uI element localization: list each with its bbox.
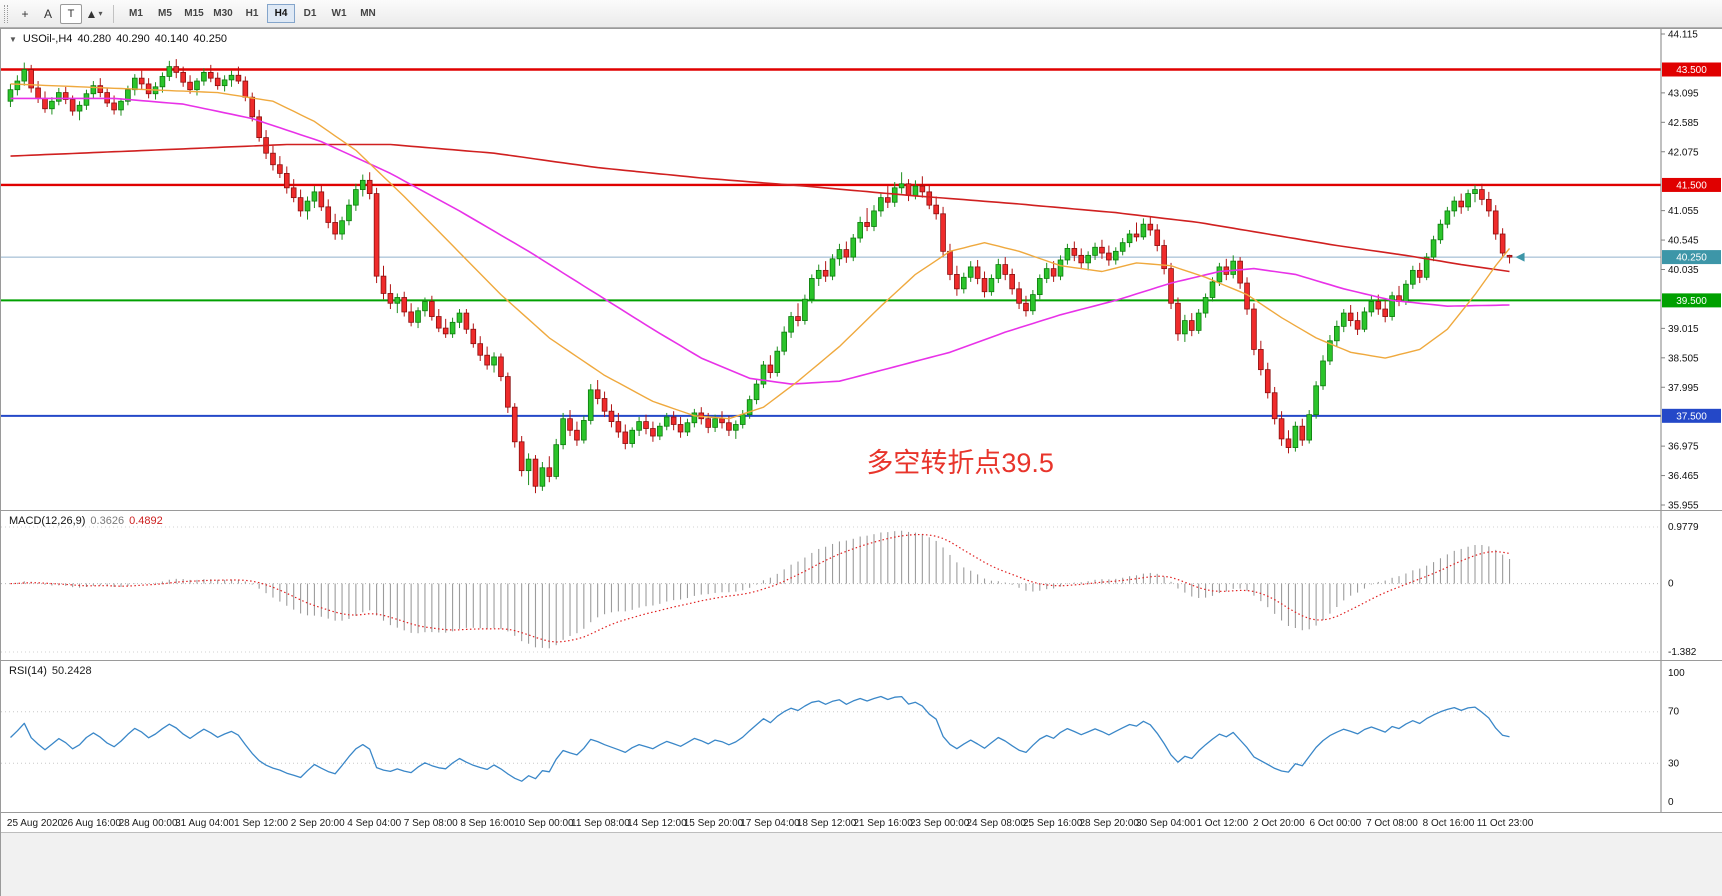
svg-text:7 Sep 08:00: 7 Sep 08:00 bbox=[404, 818, 458, 829]
crosshair-tool-button[interactable]: + bbox=[14, 4, 36, 24]
rsi-line bbox=[10, 695, 1510, 782]
svg-text:2 Sep 20:00: 2 Sep 20:00 bbox=[291, 818, 345, 829]
timeframe-button-d1[interactable]: D1 bbox=[296, 4, 324, 23]
macd-signal-line bbox=[10, 533, 1510, 643]
svg-text:31 Aug 04:00: 31 Aug 04:00 bbox=[175, 818, 234, 829]
svg-text:0.9779: 0.9779 bbox=[1668, 522, 1699, 533]
svg-text:38.505: 38.505 bbox=[1668, 353, 1699, 364]
svg-text:-1.382: -1.382 bbox=[1668, 647, 1697, 658]
svg-text:11 Sep 08:00: 11 Sep 08:00 bbox=[571, 818, 630, 829]
drawing-tools-group: + A T ▲ ▾ bbox=[14, 3, 105, 24]
svg-text:17 Sep 04:00: 17 Sep 04:00 bbox=[740, 818, 800, 829]
svg-text:28 Aug 00:00: 28 Aug 00:00 bbox=[119, 818, 178, 829]
svg-text:30: 30 bbox=[1668, 758, 1680, 769]
svg-text:70: 70 bbox=[1668, 707, 1680, 718]
svg-text:41.055: 41.055 bbox=[1668, 206, 1699, 217]
svg-text:7 Oct 08:00: 7 Oct 08:00 bbox=[1366, 818, 1418, 829]
timeframe-button-w1[interactable]: W1 bbox=[325, 4, 353, 23]
candles-layer bbox=[7, 59, 1513, 494]
price-panel: 44.115 43.095 42.585 42.075 41.055 40.545 40.0… bbox=[1, 28, 1722, 510]
svg-text:18 Sep 12:00: 18 Sep 12:00 bbox=[797, 818, 857, 829]
rsi-panel: 100 70 30 0 RSI(14) 50.2428 bbox=[1, 660, 1722, 812]
toolbar-separator bbox=[113, 4, 114, 23]
rsi-canvas[interactable]: 100 70 30 0 bbox=[1, 661, 1722, 812]
svg-text:42.585: 42.585 bbox=[1668, 118, 1699, 129]
svg-text:14 Sep 12:00: 14 Sep 12:00 bbox=[627, 818, 687, 829]
svg-text:39.015: 39.015 bbox=[1668, 324, 1699, 335]
svg-text:36.465: 36.465 bbox=[1668, 471, 1699, 482]
svg-text:37.500: 37.500 bbox=[1676, 411, 1707, 422]
svg-text:40.035: 40.035 bbox=[1668, 265, 1699, 276]
horizontal-level-lines[interactable] bbox=[1, 68, 1661, 417]
timeframe-button-h4[interactable]: H4 bbox=[267, 4, 295, 23]
svg-text:8 Oct 16:00: 8 Oct 16:00 bbox=[1423, 818, 1475, 829]
timeframe-button-h1[interactable]: H1 bbox=[238, 4, 266, 23]
svg-text:40.250: 40.250 bbox=[1676, 253, 1707, 264]
macd-panel: 0.9779 0 -1.382 MACD(12,26,9) 0.3626 0.489… bbox=[1, 510, 1722, 660]
toolbar-grip-icon bbox=[4, 4, 8, 23]
svg-text:2 Oct 20:00: 2 Oct 20:00 bbox=[1253, 818, 1305, 829]
svg-text:23 Sep 00:00: 23 Sep 00:00 bbox=[910, 818, 970, 829]
text-label-tool-button[interactable]: T bbox=[60, 3, 82, 24]
timeframe-button-m5[interactable]: M5 bbox=[151, 4, 179, 23]
ma-slow-red-line bbox=[10, 143, 1510, 273]
svg-text:24 Sep 08:00: 24 Sep 08:00 bbox=[966, 818, 1026, 829]
timeframe-button-m15[interactable]: M15 bbox=[180, 4, 208, 23]
svg-text:100: 100 bbox=[1668, 668, 1685, 679]
chart-annotation: 多空转折点39.5 bbox=[866, 448, 1054, 478]
svg-text:25 Aug 2020: 25 Aug 2020 bbox=[7, 818, 64, 829]
svg-text:35.955: 35.955 bbox=[1668, 501, 1699, 511]
timeframe-button-m1[interactable]: M1 bbox=[122, 4, 150, 23]
svg-text:43.500: 43.500 bbox=[1676, 65, 1707, 76]
bottom-spacer bbox=[1, 832, 1722, 896]
ma-mid-magenta-line bbox=[10, 97, 1510, 385]
svg-text:21 Sep 16:00: 21 Sep 16:00 bbox=[853, 818, 913, 829]
svg-text:15 Sep 20:00: 15 Sep 20:00 bbox=[684, 818, 744, 829]
svg-text:26 Aug 16:00: 26 Aug 16:00 bbox=[62, 818, 121, 829]
svg-text:1 Oct 12:00: 1 Oct 12:00 bbox=[1196, 818, 1248, 829]
svg-text:4 Sep 04:00: 4 Sep 04:00 bbox=[347, 818, 401, 829]
svg-text:6 Oct 00:00: 6 Oct 00:00 bbox=[1310, 818, 1362, 829]
svg-text:37.995: 37.995 bbox=[1668, 383, 1699, 394]
svg-text:8 Sep 16:00: 8 Sep 16:00 bbox=[460, 818, 514, 829]
dropdown-caret-icon: ▾ bbox=[98, 9, 103, 18]
macd-histogram bbox=[16, 530, 1511, 649]
timeframe-button-mn[interactable]: MN bbox=[354, 4, 382, 23]
svg-text:40.545: 40.545 bbox=[1668, 236, 1699, 247]
shapes-tool-button[interactable]: ▲ ▾ bbox=[83, 4, 105, 24]
price-chart-canvas[interactable]: 44.115 43.095 42.585 42.075 41.055 40.545 40.0… bbox=[1, 29, 1722, 510]
current-price-marker-icon bbox=[1515, 252, 1525, 262]
svg-text:11 Oct 23:00: 11 Oct 23:00 bbox=[1477, 818, 1534, 829]
svg-text:0: 0 bbox=[1668, 579, 1674, 590]
svg-text:42.075: 42.075 bbox=[1668, 147, 1699, 158]
ma-fast-orange-line bbox=[10, 83, 1511, 420]
timeframe-button-m30[interactable]: M30 bbox=[209, 4, 237, 23]
svg-text:41.500: 41.500 bbox=[1676, 180, 1707, 191]
timeframe-group: M1 M5 M15 M30 H1 H4 D1 W1 MN bbox=[122, 4, 382, 23]
svg-text:36.975: 36.975 bbox=[1668, 442, 1699, 453]
svg-text:0: 0 bbox=[1668, 797, 1674, 808]
svg-text:25 Sep 16:00: 25 Sep 16:00 bbox=[1023, 818, 1083, 829]
chart-panels: 44.115 43.095 42.585 42.075 41.055 40.545 40.0… bbox=[0, 28, 1722, 896]
time-axis: 25 Aug 2020 26 Aug 16:00 28 Aug 00:00 31 Au… bbox=[1, 812, 1722, 832]
price-tags: 43.500 41.500 39.500 37.500 40.250 bbox=[1662, 62, 1721, 423]
svg-text:44.115: 44.115 bbox=[1668, 30, 1698, 41]
svg-text:43.095: 43.095 bbox=[1668, 88, 1699, 99]
svg-text:39.500: 39.500 bbox=[1676, 296, 1707, 307]
toolbar: + A T ▲ ▾ M1 M5 M15 M30 H1 H4 D1 W1 MN bbox=[0, 0, 1722, 28]
svg-text:10 Sep 00:00: 10 Sep 00:00 bbox=[514, 818, 574, 829]
svg-text:30 Sep 04:00: 30 Sep 04:00 bbox=[1136, 818, 1196, 829]
price-axis-ticks: 44.115 43.095 42.585 42.075 41.055 40.545 40.0… bbox=[1661, 30, 1699, 511]
macd-canvas[interactable]: 0.9779 0 -1.382 bbox=[1, 511, 1722, 660]
text-annotation-tool-button[interactable]: A bbox=[37, 4, 59, 24]
svg-text:28 Sep 20:00: 28 Sep 20:00 bbox=[1079, 818, 1139, 829]
svg-text:1 Sep 12:00: 1 Sep 12:00 bbox=[234, 818, 288, 829]
